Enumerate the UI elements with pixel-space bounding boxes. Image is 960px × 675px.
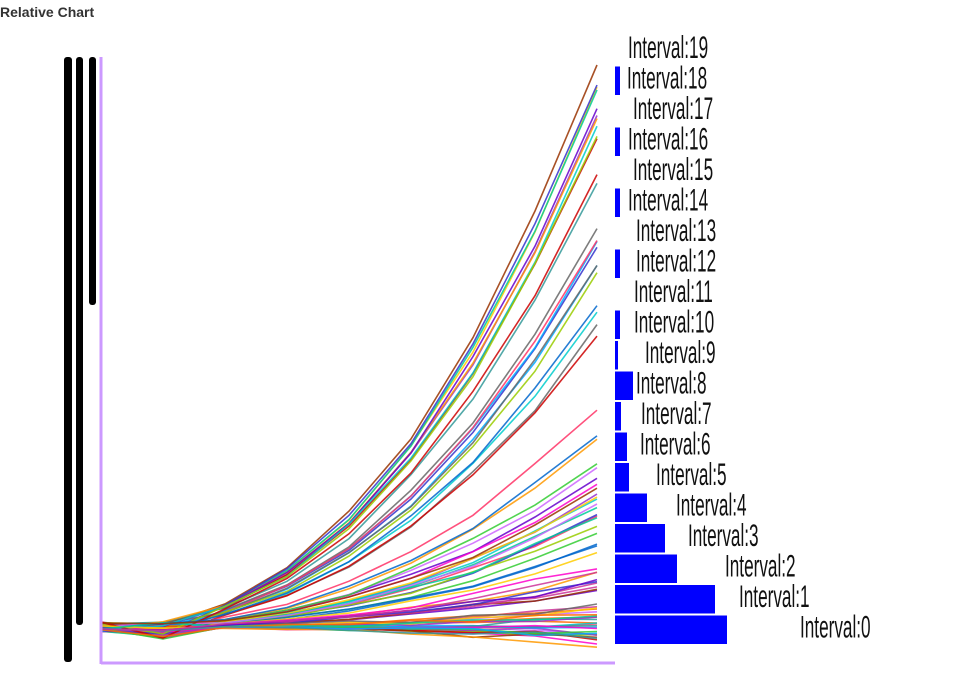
histogram-bar xyxy=(615,585,715,614)
histogram-bar xyxy=(615,554,677,583)
interval-label: Interval:12 xyxy=(636,244,716,279)
histogram-bar xyxy=(615,432,627,461)
histogram-bar xyxy=(615,127,620,156)
interval-label: Interval:5 xyxy=(656,458,727,493)
interval-label: Interval:0 xyxy=(800,610,871,645)
histogram-bar xyxy=(615,493,647,522)
histogram-bars xyxy=(615,66,727,644)
interval-label: Interval:2 xyxy=(725,549,796,584)
y-tick-column xyxy=(76,57,83,625)
interval-label: Interval:8 xyxy=(636,366,707,401)
y-tick-column xyxy=(64,57,72,662)
histogram-bar xyxy=(615,371,633,400)
series-line xyxy=(100,614,598,638)
series-line xyxy=(100,241,598,628)
line-series-group xyxy=(100,64,598,648)
series-line xyxy=(100,571,598,632)
interval-label: Interval:18 xyxy=(627,61,707,96)
histogram-bar xyxy=(615,402,621,431)
interval-label: Interval:7 xyxy=(641,397,712,432)
interval-label: Interval:13 xyxy=(636,214,716,249)
interval-label: Interval:11 xyxy=(634,275,713,310)
interval-label: Interval:6 xyxy=(640,427,711,462)
histogram-bar xyxy=(615,310,620,339)
series-line xyxy=(100,125,598,631)
y-axis-ticks xyxy=(64,57,96,662)
interval-label: Interval:4 xyxy=(676,488,747,523)
interval-label: Interval:10 xyxy=(634,305,714,340)
y-tick-column xyxy=(89,57,96,305)
histogram-bar xyxy=(615,188,620,217)
axes xyxy=(99,57,615,665)
series-line xyxy=(100,625,598,640)
interval-label: Interval:15 xyxy=(633,153,713,188)
series-line xyxy=(100,487,598,625)
series-line xyxy=(100,174,598,639)
series-line xyxy=(100,615,598,630)
interval-label: Interval:17 xyxy=(633,92,713,127)
histogram-bar xyxy=(615,66,620,95)
interval-label: Interval:1 xyxy=(739,580,810,615)
histogram-bar xyxy=(615,463,629,492)
histogram-bar xyxy=(615,249,620,278)
interval-label: Interval:19 xyxy=(628,31,708,66)
histogram-bar xyxy=(615,341,618,370)
series-line xyxy=(100,335,598,638)
interval-labels: Interval:19Interval:18Interval:17Interva… xyxy=(627,31,871,645)
interval-label: Interval:16 xyxy=(628,122,708,157)
interval-label: Interval:9 xyxy=(645,336,716,371)
histogram-bar xyxy=(615,615,727,644)
series-line xyxy=(100,183,598,625)
histogram-bar xyxy=(615,524,665,553)
interval-label: Interval:3 xyxy=(688,519,759,554)
chart-title: Relative Chart xyxy=(0,4,95,20)
interval-label: Interval:14 xyxy=(628,183,708,218)
